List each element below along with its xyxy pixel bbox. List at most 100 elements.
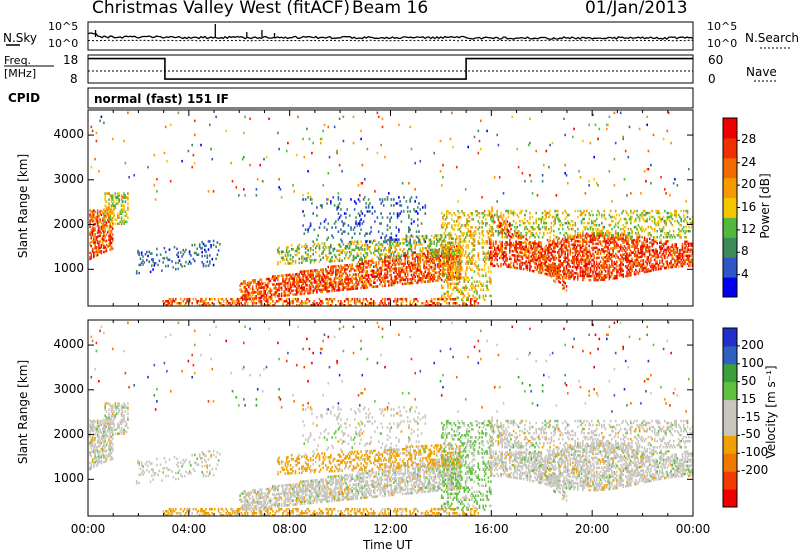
power-cell-2994	[447, 210, 449, 213]
power-cell-346	[124, 200, 127, 203]
power-cell-3985	[577, 244, 579, 247]
power-cell-2335	[342, 243, 345, 246]
power-cell-1990	[437, 279, 439, 282]
power-cell-3498	[510, 241, 512, 245]
power-cell-3200	[469, 268, 472, 271]
power-cell-3999	[579, 270, 582, 273]
power-cell-62	[94, 238, 96, 242]
power-cell-887	[245, 283, 248, 287]
power-cell-3631	[535, 268, 537, 271]
power-cell-2727	[335, 220, 337, 223]
power-cell-2086	[448, 250, 451, 253]
power-cell-4812	[679, 261, 681, 264]
power-cell-485	[217, 249, 220, 252]
freq-tick-bottom: 8	[70, 72, 78, 86]
power-cell-1329	[331, 287, 333, 291]
power-cell-4736	[664, 248, 666, 252]
power-cell-801	[428, 304, 430, 307]
power-cell-4349	[613, 242, 616, 246]
freq-unit-label: [MHz]	[4, 67, 37, 80]
power-cell-411	[171, 260, 173, 263]
power-cell-2489	[395, 244, 398, 247]
power-cell-2549	[418, 243, 420, 246]
power-cell-1605	[377, 269, 380, 272]
power-cell-4141	[593, 276, 595, 280]
power-cell-3458	[502, 255, 505, 258]
power-cell-2960	[444, 252, 447, 255]
power-cell-2729	[336, 206, 338, 209]
power-cell-1617	[380, 270, 382, 274]
power-cell-2485	[394, 246, 396, 249]
power-cell-2189	[278, 250, 280, 254]
power-cell-1596	[376, 285, 379, 288]
power-cell-2897	[414, 200, 416, 203]
power-cell-4166	[595, 272, 598, 276]
power-cell-949	[259, 284, 261, 288]
power-cell-3438	[498, 248, 501, 252]
power-cell-1334	[331, 271, 333, 274]
power-cell-2244	[302, 255, 304, 258]
power-cell-1979	[434, 255, 437, 258]
power-cell-1458	[352, 287, 355, 290]
power-cell-2373	[356, 246, 359, 249]
power-cell-2423	[375, 249, 377, 252]
power-cell-3876	[565, 248, 568, 252]
power-cell-4436	[623, 245, 626, 248]
power-cell-4598	[642, 259, 645, 262]
power-cell-3977	[577, 272, 579, 275]
power-cell-2311	[332, 249, 335, 253]
power-cell-2642	[448, 237, 451, 241]
power-cell-1811	[411, 265, 414, 269]
power-cell-4063	[585, 272, 588, 276]
nsky-label: N.Sky	[3, 31, 38, 45]
power-cell-2978	[446, 216, 448, 219]
power-cell-4127	[592, 272, 594, 276]
power-cell-2571	[425, 234, 428, 238]
power-cell-1922	[428, 280, 430, 283]
power-cell-4091	[587, 232, 589, 236]
power-cell-3638	[536, 268, 539, 272]
power-cell-4160	[594, 246, 597, 250]
power-cell-4435	[623, 249, 626, 252]
power-cell-1574	[371, 259, 374, 262]
power-cell-2135	[454, 253, 457, 256]
power-cell-1190	[307, 269, 309, 273]
power-cell-3000	[448, 222, 451, 225]
power-cell-2591	[432, 250, 434, 253]
power-cell-2774	[357, 222, 360, 225]
power-cell-2366	[353, 248, 356, 252]
power-cell-4421	[622, 273, 624, 276]
power-cell-2313	[333, 259, 336, 263]
power-cell-4035	[582, 238, 584, 241]
power-cell-2107	[451, 267, 453, 271]
power-cell-999	[270, 277, 273, 280]
power-cell-4698	[657, 267, 660, 271]
power-cell-4060	[584, 240, 587, 243]
power-cell-1583	[372, 261, 375, 264]
power-cell-4333	[612, 251, 614, 254]
power-cell-3663	[539, 253, 541, 256]
power-cell-2556	[420, 255, 423, 258]
power-cell-2194	[280, 250, 283, 253]
power-cell-737	[367, 302, 370, 305]
power-cell-280	[111, 198, 114, 201]
power-cell-140	[101, 219, 104, 222]
power-cell-2759	[350, 228, 352, 231]
power-cell-2917	[424, 204, 427, 207]
power-cell-4400	[619, 261, 622, 265]
power-cell-1606	[377, 262, 380, 266]
power-cell-435	[188, 252, 191, 255]
power-cell-1746	[400, 266, 403, 270]
power-cell-3823	[559, 241, 561, 244]
power-cell-2635	[446, 249, 448, 253]
power-cell-4437	[623, 241, 626, 244]
power-cell-1139	[299, 292, 302, 296]
power-cell-138	[101, 225, 104, 228]
power-cell-3602	[530, 259, 532, 262]
power-cell-1925	[428, 272, 430, 275]
power-cell-4187	[597, 234, 599, 237]
power-cell-1086	[289, 285, 292, 289]
power-cell-3530	[516, 246, 519, 250]
power-cell-4840	[684, 262, 686, 266]
power-cell-1553	[367, 274, 370, 277]
